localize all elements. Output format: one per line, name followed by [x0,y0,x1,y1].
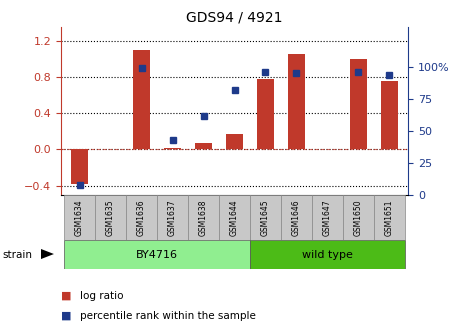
Bar [164,148,181,150]
Bar [257,79,274,150]
Text: GSM1635: GSM1635 [106,199,115,236]
Text: GSM1646: GSM1646 [292,199,301,236]
Bar [188,195,219,240]
Text: GSM1644: GSM1644 [230,199,239,236]
Text: GSM1650: GSM1650 [354,199,363,236]
Text: GSM1645: GSM1645 [261,199,270,236]
Bar [288,54,305,150]
Text: ■: ■ [61,291,71,301]
Bar [343,195,374,240]
Bar [95,195,126,240]
Bar [374,195,405,240]
Bar [350,59,367,150]
Bar [64,240,250,269]
Text: strain: strain [2,250,32,260]
Bar [126,195,157,240]
Bar [195,143,212,150]
Bar [250,195,281,240]
Text: BY4716: BY4716 [136,250,178,259]
Text: GSM1634: GSM1634 [75,199,84,236]
Text: GSM1637: GSM1637 [168,199,177,236]
Polygon shape [41,249,54,259]
Bar [71,150,88,184]
Text: percentile rank within the sample: percentile rank within the sample [80,311,256,321]
Text: GSM1647: GSM1647 [323,199,332,236]
Title: GDS94 / 4921: GDS94 / 4921 [186,10,283,24]
Bar [133,50,150,150]
Text: log ratio: log ratio [80,291,123,301]
Bar [64,195,95,240]
Text: GSM1638: GSM1638 [199,199,208,236]
Bar [157,195,188,240]
Text: GSM1651: GSM1651 [385,199,394,236]
Bar [250,240,405,269]
Text: ■: ■ [61,311,71,321]
Bar [312,195,343,240]
Text: wild type: wild type [302,250,353,259]
Bar [281,195,312,240]
Bar [381,81,398,150]
Text: GSM1636: GSM1636 [137,199,146,236]
Bar [226,134,243,150]
Bar [219,195,250,240]
